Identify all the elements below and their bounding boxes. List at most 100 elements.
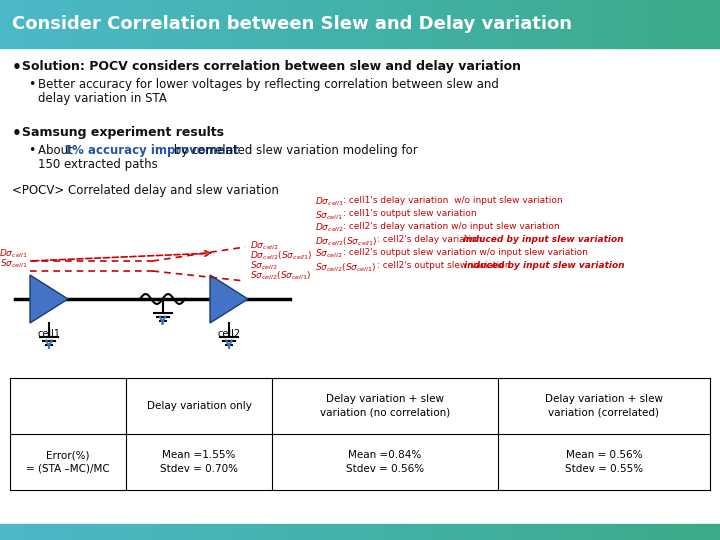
Bar bbox=[187, 524, 191, 540]
Bar bbox=[115, 0, 119, 48]
Bar bbox=[310, 0, 313, 48]
Bar bbox=[518, 524, 522, 540]
Bar bbox=[277, 524, 281, 540]
Bar bbox=[292, 524, 295, 540]
Bar bbox=[270, 524, 274, 540]
Bar bbox=[353, 524, 356, 540]
Bar bbox=[299, 524, 302, 540]
Text: Delay variation + slew
variation (correlated): Delay variation + slew variation (correl… bbox=[545, 394, 663, 417]
Bar bbox=[191, 0, 194, 48]
Bar bbox=[414, 0, 418, 48]
Bar bbox=[432, 0, 436, 48]
Bar bbox=[500, 0, 504, 48]
Text: $S\sigma_{cell1}$: $S\sigma_{cell1}$ bbox=[0, 258, 28, 270]
Bar bbox=[457, 0, 461, 48]
Bar bbox=[666, 524, 670, 540]
Bar bbox=[385, 0, 389, 48]
Bar bbox=[324, 0, 328, 48]
Text: •: • bbox=[12, 60, 22, 75]
Bar bbox=[619, 524, 623, 540]
Bar bbox=[43, 524, 47, 540]
Bar bbox=[612, 0, 616, 48]
Bar bbox=[338, 0, 342, 48]
Bar bbox=[198, 524, 202, 540]
Bar bbox=[162, 0, 166, 48]
Bar bbox=[230, 0, 234, 48]
Text: Consider Correlation between Slew and Delay variation: Consider Correlation between Slew and De… bbox=[12, 15, 572, 33]
Bar bbox=[385, 524, 389, 540]
Bar bbox=[50, 0, 54, 48]
Text: $D\sigma_{cell1}$: $D\sigma_{cell1}$ bbox=[0, 247, 28, 260]
Bar bbox=[97, 0, 101, 48]
Bar bbox=[706, 524, 709, 540]
Bar bbox=[104, 0, 108, 48]
Bar bbox=[576, 524, 580, 540]
Bar bbox=[313, 0, 317, 48]
Bar bbox=[648, 524, 652, 540]
Text: $S\sigma_{cell1}$: $S\sigma_{cell1}$ bbox=[315, 209, 343, 221]
Bar bbox=[392, 524, 396, 540]
Bar bbox=[396, 524, 400, 540]
Text: Delay variation + slew
variation (no correlation): Delay variation + slew variation (no cor… bbox=[320, 394, 450, 417]
Bar bbox=[551, 0, 554, 48]
Bar bbox=[61, 524, 65, 540]
Text: cell1: cell1 bbox=[37, 329, 60, 339]
Bar bbox=[342, 524, 346, 540]
Bar bbox=[367, 524, 371, 540]
Bar bbox=[616, 0, 619, 48]
Bar bbox=[648, 0, 652, 48]
Bar bbox=[374, 0, 378, 48]
Text: : cell1's delay variation  w/o input slew variation: : cell1's delay variation w/o input slew… bbox=[343, 196, 562, 205]
Bar bbox=[234, 524, 238, 540]
Bar bbox=[421, 524, 425, 540]
Bar bbox=[220, 0, 223, 48]
Bar bbox=[670, 0, 673, 48]
Bar bbox=[677, 0, 680, 48]
Bar bbox=[90, 524, 94, 540]
Bar bbox=[684, 0, 688, 48]
Bar bbox=[454, 0, 457, 48]
Bar bbox=[536, 524, 540, 540]
Bar bbox=[479, 0, 482, 48]
Bar bbox=[540, 0, 544, 48]
Bar bbox=[166, 524, 169, 540]
Bar bbox=[86, 524, 90, 540]
Bar bbox=[439, 0, 443, 48]
Bar bbox=[169, 0, 173, 48]
Bar bbox=[281, 0, 284, 48]
Bar bbox=[443, 524, 446, 540]
Bar bbox=[97, 524, 101, 540]
Bar bbox=[407, 0, 410, 48]
Bar bbox=[644, 0, 648, 48]
Bar bbox=[126, 0, 130, 48]
Bar bbox=[112, 524, 115, 540]
Bar bbox=[140, 524, 144, 540]
Bar bbox=[212, 0, 216, 48]
Bar bbox=[662, 524, 666, 540]
Bar bbox=[346, 524, 349, 540]
Text: induced by input slew variation: induced by input slew variation bbox=[464, 261, 624, 270]
Bar bbox=[446, 524, 450, 540]
Bar bbox=[364, 524, 367, 540]
Bar bbox=[194, 524, 198, 540]
Bar bbox=[713, 524, 716, 540]
Bar bbox=[252, 524, 256, 540]
Bar bbox=[47, 524, 50, 540]
Bar bbox=[468, 524, 472, 540]
Bar bbox=[443, 0, 446, 48]
Bar bbox=[482, 524, 486, 540]
Bar bbox=[562, 0, 565, 48]
Bar bbox=[641, 0, 644, 48]
Bar bbox=[371, 524, 374, 540]
Bar bbox=[50, 524, 54, 540]
Bar bbox=[677, 524, 680, 540]
Bar bbox=[299, 0, 302, 48]
Bar bbox=[202, 524, 205, 540]
Bar bbox=[464, 524, 468, 540]
Bar bbox=[673, 0, 677, 48]
Bar bbox=[634, 524, 637, 540]
Bar bbox=[601, 524, 605, 540]
Bar bbox=[25, 0, 29, 48]
Bar bbox=[461, 524, 464, 540]
Bar bbox=[72, 0, 76, 48]
